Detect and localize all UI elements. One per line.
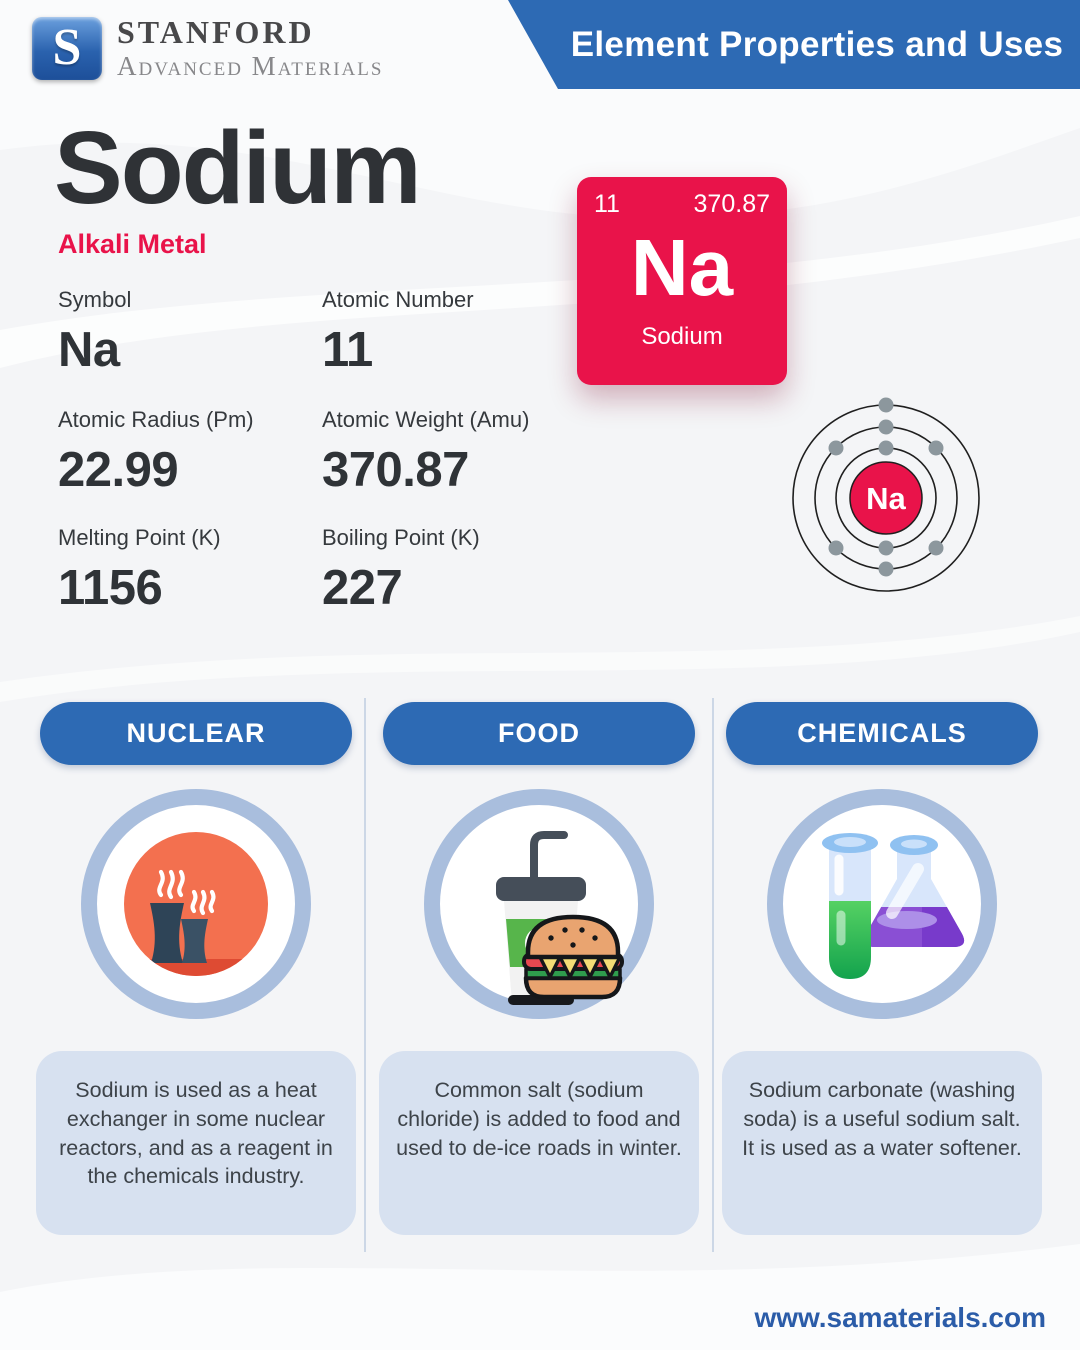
use-heading: NUCLEAR xyxy=(126,718,266,748)
tile-atomic-number: 11 xyxy=(594,190,620,218)
brand-text: STANFORD Advanced Materials xyxy=(117,16,383,80)
flask-highlight xyxy=(886,863,924,919)
periodic-tile: 11 370.87 Na Sodium xyxy=(577,177,787,385)
bun-top xyxy=(525,914,621,960)
brand-name: STANFORD xyxy=(117,14,315,50)
nuclear-heading-pill: NUCLEAR xyxy=(40,702,352,765)
nuclear-plant-icon xyxy=(81,789,311,1019)
nucleus xyxy=(849,461,923,535)
icon-ring xyxy=(767,789,997,1019)
use-column-chemicals: CHEMICALS xyxy=(722,698,1042,1235)
use-description: Sodium is used as a heat exchanger in so… xyxy=(59,1078,333,1189)
fast-food-icon xyxy=(424,789,654,1019)
element-name: Sodium xyxy=(54,110,422,225)
test-tube xyxy=(822,833,878,979)
property-label: Symbol xyxy=(58,287,132,312)
tile-atomic-weight: 370.87 xyxy=(693,190,770,218)
cup-lid xyxy=(496,877,586,901)
brand-logo-icon: S xyxy=(32,16,102,80)
tile-element-name: Sodium xyxy=(641,323,723,350)
property-label: Atomic Radius (Pm) xyxy=(58,407,254,432)
tile-symbol: Na xyxy=(630,223,734,312)
nuclear-description-box: Sodium is used as a heat exchanger in so… xyxy=(36,1051,356,1235)
property-atomic-radius: Atomic Radius (Pm) 22.99 xyxy=(58,407,320,498)
steam xyxy=(157,869,216,916)
nucleus-symbol: Na xyxy=(866,481,906,516)
column-divider xyxy=(364,698,366,1252)
property-melting-point: Melting Point (K) 1156 xyxy=(58,525,320,616)
property-value: Na xyxy=(58,323,120,377)
brand-logo: S STANFORD Advanced Materials xyxy=(32,16,383,80)
brand-subtitle: Advanced Materials xyxy=(117,51,384,81)
property-value: 227 xyxy=(322,561,403,615)
straw xyxy=(530,831,568,883)
chemistry-flasks-icon xyxy=(767,789,997,1019)
property-boiling-point: Boiling Point (K) 227 xyxy=(322,525,584,616)
property-label: Atomic Weight (Amu) xyxy=(322,407,530,432)
property-value: 1156 xyxy=(58,561,163,615)
property-value: 370.87 xyxy=(322,443,469,497)
use-heading: FOOD xyxy=(498,718,580,748)
property-label: Atomic Number xyxy=(322,287,474,312)
bun-bottom xyxy=(523,975,623,1000)
header-ribbon: Element Properties and Uses xyxy=(508,0,1080,89)
property-value: 22.99 xyxy=(58,443,179,497)
brand-logo-letter: S xyxy=(52,19,82,76)
sesame-seeds xyxy=(548,927,598,948)
green-liquid xyxy=(829,901,871,979)
chemicals-description-box: Sodium carbonate (washing soda) is a use… xyxy=(722,1051,1042,1235)
website-link[interactable]: www.samaterials.com xyxy=(754,1302,1046,1333)
use-column-nuclear: NUCLEAR Sodium is use xyxy=(36,698,356,1235)
use-column-food: FOOD Com xyxy=(379,698,699,1235)
property-value: 11 xyxy=(322,323,373,377)
property-atomic-weight: Atomic Weight (Amu) 370.87 xyxy=(322,407,584,498)
burger xyxy=(522,914,624,1000)
cooling-tower-small xyxy=(181,919,208,963)
page-title: Element Properties and Uses xyxy=(570,24,1064,64)
property-label: Boiling Point (K) xyxy=(322,525,480,550)
cooling-tower-large xyxy=(150,903,184,963)
icon-ring xyxy=(424,789,654,1019)
icon-ring xyxy=(81,789,311,1019)
food-description-box: Common salt (sodium chloride) is added t… xyxy=(379,1051,699,1235)
element-category: Alkali Metal xyxy=(58,229,207,259)
erlenmeyer-flask xyxy=(863,835,965,947)
food-heading-pill: FOOD xyxy=(383,702,695,765)
column-divider xyxy=(712,698,714,1252)
chemicals-heading-pill: CHEMICALS xyxy=(726,702,1038,765)
use-description: Common salt (sodium chloride) is added t… xyxy=(396,1078,682,1160)
use-heading: CHEMICALS xyxy=(797,718,967,748)
property-symbol: Symbol Na xyxy=(58,287,320,378)
use-description: Sodium carbonate (washing soda) is a use… xyxy=(742,1078,1022,1160)
property-atomic-number: Atomic Number 11 xyxy=(322,287,584,378)
periodic-tile-top: 11 370.87 xyxy=(594,190,770,219)
property-label: Melting Point (K) xyxy=(58,525,221,550)
electrons xyxy=(828,397,944,577)
electron-shell-diagram-icon: Na xyxy=(792,397,980,592)
